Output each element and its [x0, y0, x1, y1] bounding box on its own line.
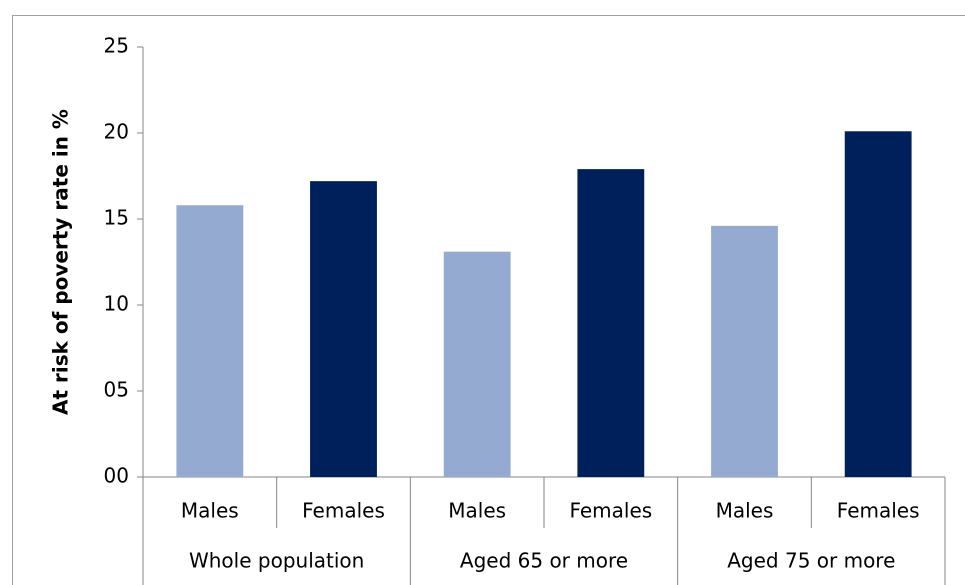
- y-tick-label: 20: [104, 120, 129, 144]
- bar: [443, 251, 511, 477]
- x-group-label: Whole population: [189, 549, 364, 573]
- y-tick-label: 15: [104, 206, 129, 230]
- y-axis-title: At risk of poverty rate in %: [49, 109, 73, 415]
- x-tick-label: Males: [716, 499, 774, 523]
- x-tick-label: Females: [302, 499, 385, 523]
- y-tick-label: 10: [104, 292, 129, 316]
- x-tick-label: Females: [569, 499, 652, 523]
- bar: [577, 169, 645, 477]
- y-tick-label: 00: [104, 464, 129, 488]
- bar: [711, 225, 778, 477]
- bar: [310, 181, 377, 477]
- x-tick-label: Males: [181, 499, 239, 523]
- x-group-label: Aged 65 or more: [460, 549, 628, 573]
- x-group-label: Aged 75 or more: [727, 549, 895, 573]
- y-tick-label: 05: [104, 378, 129, 402]
- bar: [176, 205, 244, 478]
- bar: [844, 131, 912, 477]
- x-tick-label: Females: [837, 499, 920, 523]
- y-tick-label: 25: [104, 34, 129, 58]
- x-tick-label: Males: [448, 499, 506, 523]
